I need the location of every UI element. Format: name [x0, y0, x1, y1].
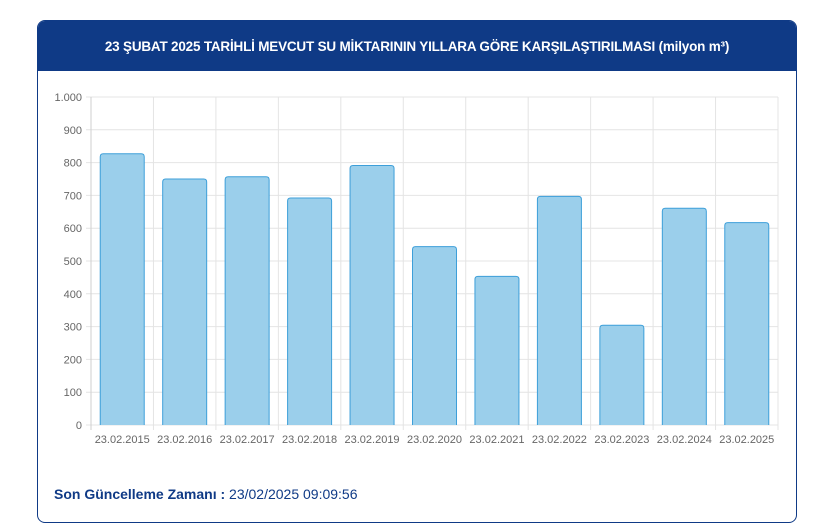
y-tick-label: 1.000 — [54, 92, 82, 104]
bar-23.02.2023 — [599, 324, 645, 425]
y-tick-label: 900 — [64, 125, 82, 137]
x-tick-label: 23.02.2025 — [719, 434, 774, 446]
last-update-value: 23/02/2025 09:09:56 — [229, 486, 358, 502]
bar-23.02.2019 — [349, 165, 395, 425]
y-tick-label: 0 — [76, 420, 82, 432]
x-tick-label: 23.02.2016 — [157, 434, 212, 446]
bar-23.02.2015 — [99, 153, 145, 425]
chart-title: 23 ŞUBAT 2025 TARİHLİ MEVCUT SU MİKTARIN… — [38, 21, 796, 71]
x-tick-label: 23.02.2019 — [345, 434, 400, 446]
x-tick-label: 23.02.2021 — [469, 434, 524, 446]
x-tick-label: 23.02.2015 — [95, 434, 150, 446]
y-tick-label: 300 — [64, 322, 82, 334]
y-tick-label: 700 — [64, 190, 82, 202]
bar-23.02.2020 — [412, 246, 457, 425]
bar-23.02.2016 — [162, 178, 208, 425]
bar-23.02.2022 — [536, 195, 582, 425]
x-tick-label: 23.02.2022 — [532, 434, 587, 446]
y-tick-label: 800 — [64, 158, 82, 170]
bar-23.02.2025 — [724, 222, 770, 425]
x-tick-label: 23.02.2018 — [282, 434, 337, 446]
bar-23.02.2017 — [224, 176, 270, 425]
x-tick-label: 23.02.2023 — [594, 434, 649, 446]
y-tick-label: 200 — [64, 354, 82, 366]
x-tick-label: 23.02.2020 — [407, 434, 462, 446]
y-tick-label: 400 — [64, 289, 82, 301]
y-tick-label: 600 — [64, 223, 82, 235]
bar-23.02.2024 — [661, 207, 707, 425]
bar-chart: 0 100 200 300 400 500 600 700 800 900 1.000 23.02.2… — [54, 92, 779, 446]
y-tick-label: 100 — [64, 387, 82, 399]
y-tick-label: 500 — [64, 256, 82, 268]
bar-23.02.2018 — [287, 197, 333, 425]
bar-23.02.2021 — [474, 275, 520, 425]
x-tick-label: 23.02.2024 — [657, 434, 712, 446]
last-update-label: Son Güncelleme Zamanı : — [54, 486, 226, 502]
last-update: Son Güncelleme Zamanı : 23/02/2025 09:09… — [54, 486, 358, 502]
x-tick-label: 23.02.2017 — [220, 434, 275, 446]
